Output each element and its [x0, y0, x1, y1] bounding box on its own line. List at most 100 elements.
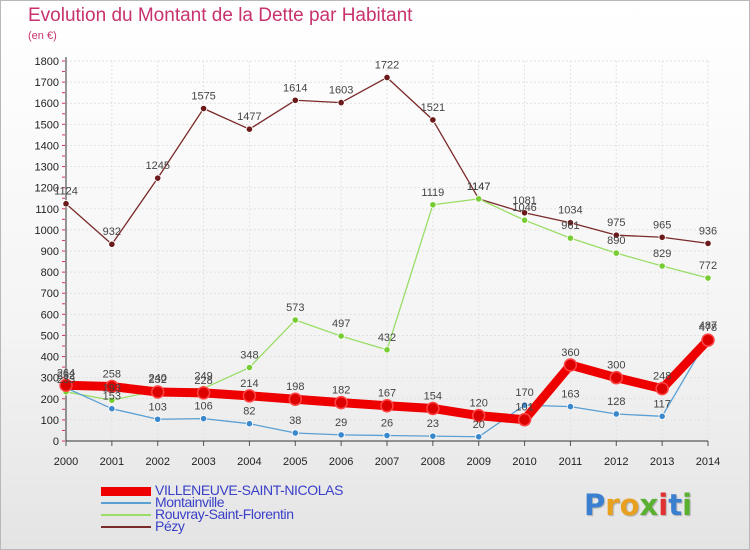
logo-letter: i: [658, 488, 669, 522]
data-label: 228: [194, 375, 212, 387]
data-point: [701, 333, 715, 347]
x-tick-label: 2012: [604, 456, 628, 468]
data-label: 198: [286, 381, 304, 393]
data-point: [380, 398, 394, 413]
data-label: 232: [149, 374, 167, 386]
data-label: 128: [607, 396, 625, 408]
data-label: 1603: [329, 85, 353, 97]
legend-label: Montainville: [155, 494, 225, 510]
data-label: 1147: [467, 181, 491, 193]
y-tick-label: 1500: [35, 119, 59, 131]
legend-swatch: [101, 514, 151, 516]
x-tick-label: 2014: [696, 456, 720, 468]
data-point: [520, 401, 529, 409]
y-tick-label: 900: [41, 246, 59, 258]
data-label: 890: [607, 235, 625, 247]
data-point: [429, 432, 437, 440]
x-tick-label: 2008: [421, 456, 445, 468]
data-label: 103: [149, 401, 167, 413]
data-label: 1046: [512, 202, 536, 214]
legend-label: Rouvray-Saint-Florentin: [155, 506, 294, 522]
data-label: 961: [561, 220, 579, 232]
data-label: 1119: [421, 187, 444, 199]
chart-title: Evolution du Montant de la Dette par Hab…: [28, 5, 413, 26]
legend-swatch: [101, 526, 151, 528]
data-label: 38: [289, 415, 301, 427]
data-label: 20: [473, 419, 485, 431]
data-label: 1477: [237, 111, 261, 123]
data-label: 1521: [421, 102, 445, 114]
data-point: [566, 234, 575, 242]
data-point: [426, 401, 440, 416]
logo-letter: t: [668, 488, 683, 522]
y-tick-label: 1400: [35, 140, 59, 152]
axis-layer: 0 100 200 300 400 500 600 700 800 900 1000 1100 1200…: [35, 56, 721, 468]
data-label-layer: 1124 932 1245 1575 1477 1614 1603 1722 1521 1147 1…: [54, 59, 717, 430]
data-point: [337, 431, 345, 439]
data-point: [566, 402, 575, 411]
logo-letter: x: [639, 488, 659, 522]
data-label: 1614: [283, 82, 307, 94]
data-point: [429, 116, 437, 124]
data-point: [609, 370, 624, 385]
y-tick-label: 800: [41, 267, 59, 279]
x-tick-label: 2007: [375, 456, 399, 468]
data-label: 264: [57, 367, 75, 379]
data-label: 936: [699, 225, 717, 237]
data-point: [704, 239, 712, 247]
data-point: [154, 174, 162, 182]
data-label: 965: [653, 219, 671, 231]
data-label: 1124: [54, 186, 78, 198]
data-label: 1722: [375, 59, 399, 71]
logo-letter: P: [584, 488, 606, 522]
x-tick-label: 2000: [54, 456, 78, 468]
y-tick-label: 600: [41, 309, 59, 321]
data-point: [245, 420, 254, 428]
data-label: 106: [194, 401, 212, 413]
data-point: [612, 231, 620, 239]
logo-letter: r: [605, 488, 620, 522]
data-point: [475, 195, 483, 203]
data-label: 23: [427, 418, 439, 430]
data-label: 101: [515, 402, 533, 414]
y-tick-label: 700: [41, 288, 59, 300]
data-point: [520, 209, 529, 217]
data-label: 772: [699, 260, 717, 272]
legend-swatch: [101, 502, 151, 504]
data-label: 1575: [191, 91, 215, 103]
x-tick-label: 2009: [466, 456, 490, 468]
y-tick-label: 100: [41, 415, 59, 427]
x-tick-label: 2005: [283, 456, 307, 468]
data-label: 153: [103, 391, 121, 403]
data-label: 573: [286, 302, 304, 314]
legend-label: Pézy: [155, 518, 185, 534]
data-point: [288, 392, 303, 406]
data-point: [291, 96, 299, 104]
data-point: [199, 104, 208, 113]
data-label: 432: [378, 332, 396, 344]
data-point: [520, 216, 529, 224]
data-label: 1245: [145, 160, 169, 172]
y-tick-label: 500: [41, 330, 59, 342]
data-label: 300: [607, 360, 625, 372]
data-point: [108, 405, 116, 413]
data-label: 478: [699, 322, 717, 334]
x-tick-label: 2013: [650, 456, 674, 468]
data-point: [108, 240, 116, 248]
data-label: 233: [57, 374, 75, 386]
x-tick-label: 2011: [559, 456, 583, 468]
legend-swatch: [101, 486, 151, 496]
series-layer: [59, 73, 715, 441]
data-label: 193: [103, 382, 121, 394]
data-label: 258: [103, 369, 121, 381]
data-point: [475, 433, 483, 441]
data-label: 348: [240, 350, 258, 362]
data-point: [517, 412, 532, 427]
data-point: [291, 429, 299, 437]
data-point: [150, 385, 165, 399]
data-point: [429, 201, 437, 209]
data-point: [291, 316, 299, 324]
data-point: [383, 431, 391, 440]
